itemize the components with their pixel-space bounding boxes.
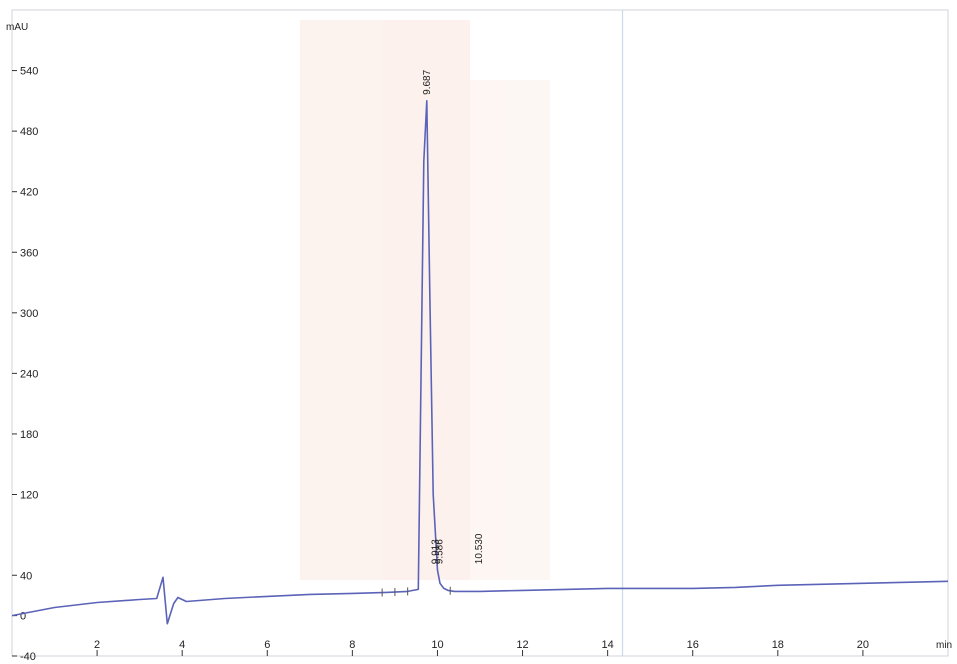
x-tick-label: 2 bbox=[94, 639, 100, 651]
y-tick-label: 240 bbox=[20, 368, 38, 380]
y-tick-label: 180 bbox=[20, 429, 38, 441]
x-tick-label: 18 bbox=[772, 639, 784, 651]
baseline-markers bbox=[381, 586, 451, 597]
peak-label: 9.687 bbox=[422, 69, 433, 94]
x-tick-label: 10 bbox=[431, 639, 443, 651]
y-tick-label: 40 bbox=[20, 570, 32, 582]
series-line bbox=[11, 100, 949, 625]
y-tick-label: 0 bbox=[20, 611, 26, 623]
y-tick-label: 360 bbox=[20, 247, 38, 259]
y-tick-label: 120 bbox=[20, 490, 38, 502]
peak-label: 9.586 bbox=[435, 539, 446, 564]
x-tick-label: 4 bbox=[179, 639, 185, 651]
x-tick-label: 12 bbox=[516, 639, 528, 651]
y-tick-label: 420 bbox=[20, 187, 38, 199]
watermark bbox=[300, 20, 550, 580]
y-tick-label: 540 bbox=[20, 66, 38, 78]
peak-label: 9.913 bbox=[431, 539, 442, 564]
x-tick-label: 8 bbox=[349, 639, 355, 651]
x-tick-label: 6 bbox=[264, 639, 270, 651]
x-tick-label: 16 bbox=[687, 639, 699, 651]
y-axis: -40 0 40 120 180 240 300 360 420 480 540 bbox=[12, 66, 38, 663]
plot-border bbox=[11, 9, 949, 657]
plot-frame bbox=[11, 9, 949, 657]
y-unit-label: mAU bbox=[6, 22, 28, 33]
x-tick-label: 20 bbox=[857, 639, 869, 651]
series-layer bbox=[11, 100, 949, 625]
y-tick-label: 480 bbox=[20, 126, 38, 138]
x-tick-label: 14 bbox=[602, 639, 614, 651]
y-tick-label: -40 bbox=[20, 651, 36, 663]
x-axis: 2 4 6 8 10 12 14 16 18 20 bbox=[94, 639, 869, 656]
peak-label: 10.530 bbox=[474, 533, 485, 564]
x-unit-label: min bbox=[936, 640, 952, 651]
y-tick-label: 300 bbox=[20, 308, 38, 320]
